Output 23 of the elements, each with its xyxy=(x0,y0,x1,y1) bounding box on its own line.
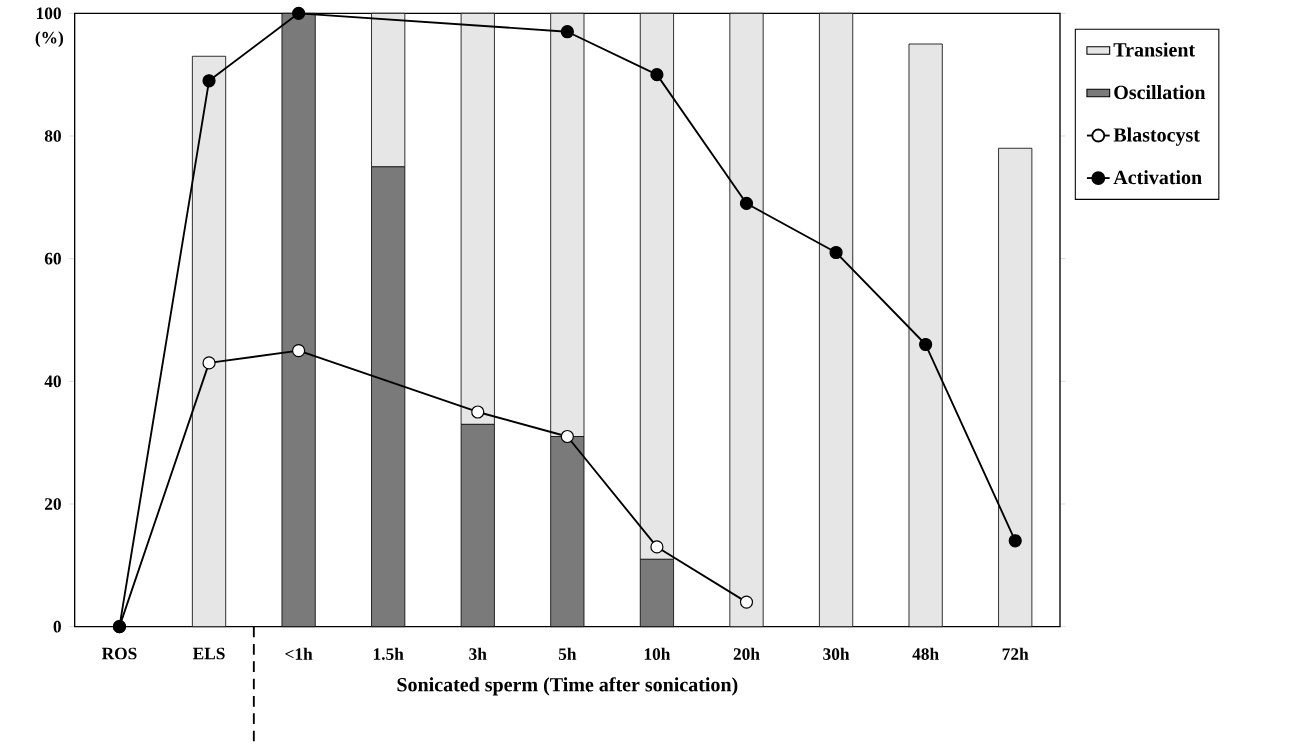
legend-label: Activation xyxy=(1113,170,1202,185)
legend-label: Transient xyxy=(1113,42,1196,57)
x-tick-label: 72h xyxy=(1002,647,1029,660)
x-tick-label: 1.5h xyxy=(373,647,404,661)
y-axis-title: (%) xyxy=(35,31,64,48)
legend-label: Oscillation xyxy=(1114,85,1206,100)
x-tick-label: ROS xyxy=(101,647,137,660)
x-tick-label: 5h xyxy=(558,647,577,660)
y-tick-label: 0 xyxy=(53,620,61,633)
y-tick-label: 40 xyxy=(44,375,61,388)
y-tick-label: 60 xyxy=(44,252,61,265)
x-tick-label: 48h xyxy=(912,647,939,660)
y-tick-label: 20 xyxy=(45,498,61,510)
x-tick-label: 20h xyxy=(733,647,760,660)
y-tick-label: 100 xyxy=(36,7,61,20)
legend-label: Blastocyst xyxy=(1113,127,1200,146)
x-axis-title: Sonicated sperm (Time after sonication) xyxy=(397,677,738,696)
x-tick-label: 30h xyxy=(823,647,850,660)
x-tick-label: 3h xyxy=(469,647,487,660)
x-tick-label: ELS xyxy=(192,647,225,660)
y-tick-label: 80 xyxy=(44,130,61,142)
x-tick-label: <1h xyxy=(285,647,313,660)
x-tick-label: 10h xyxy=(644,647,671,660)
